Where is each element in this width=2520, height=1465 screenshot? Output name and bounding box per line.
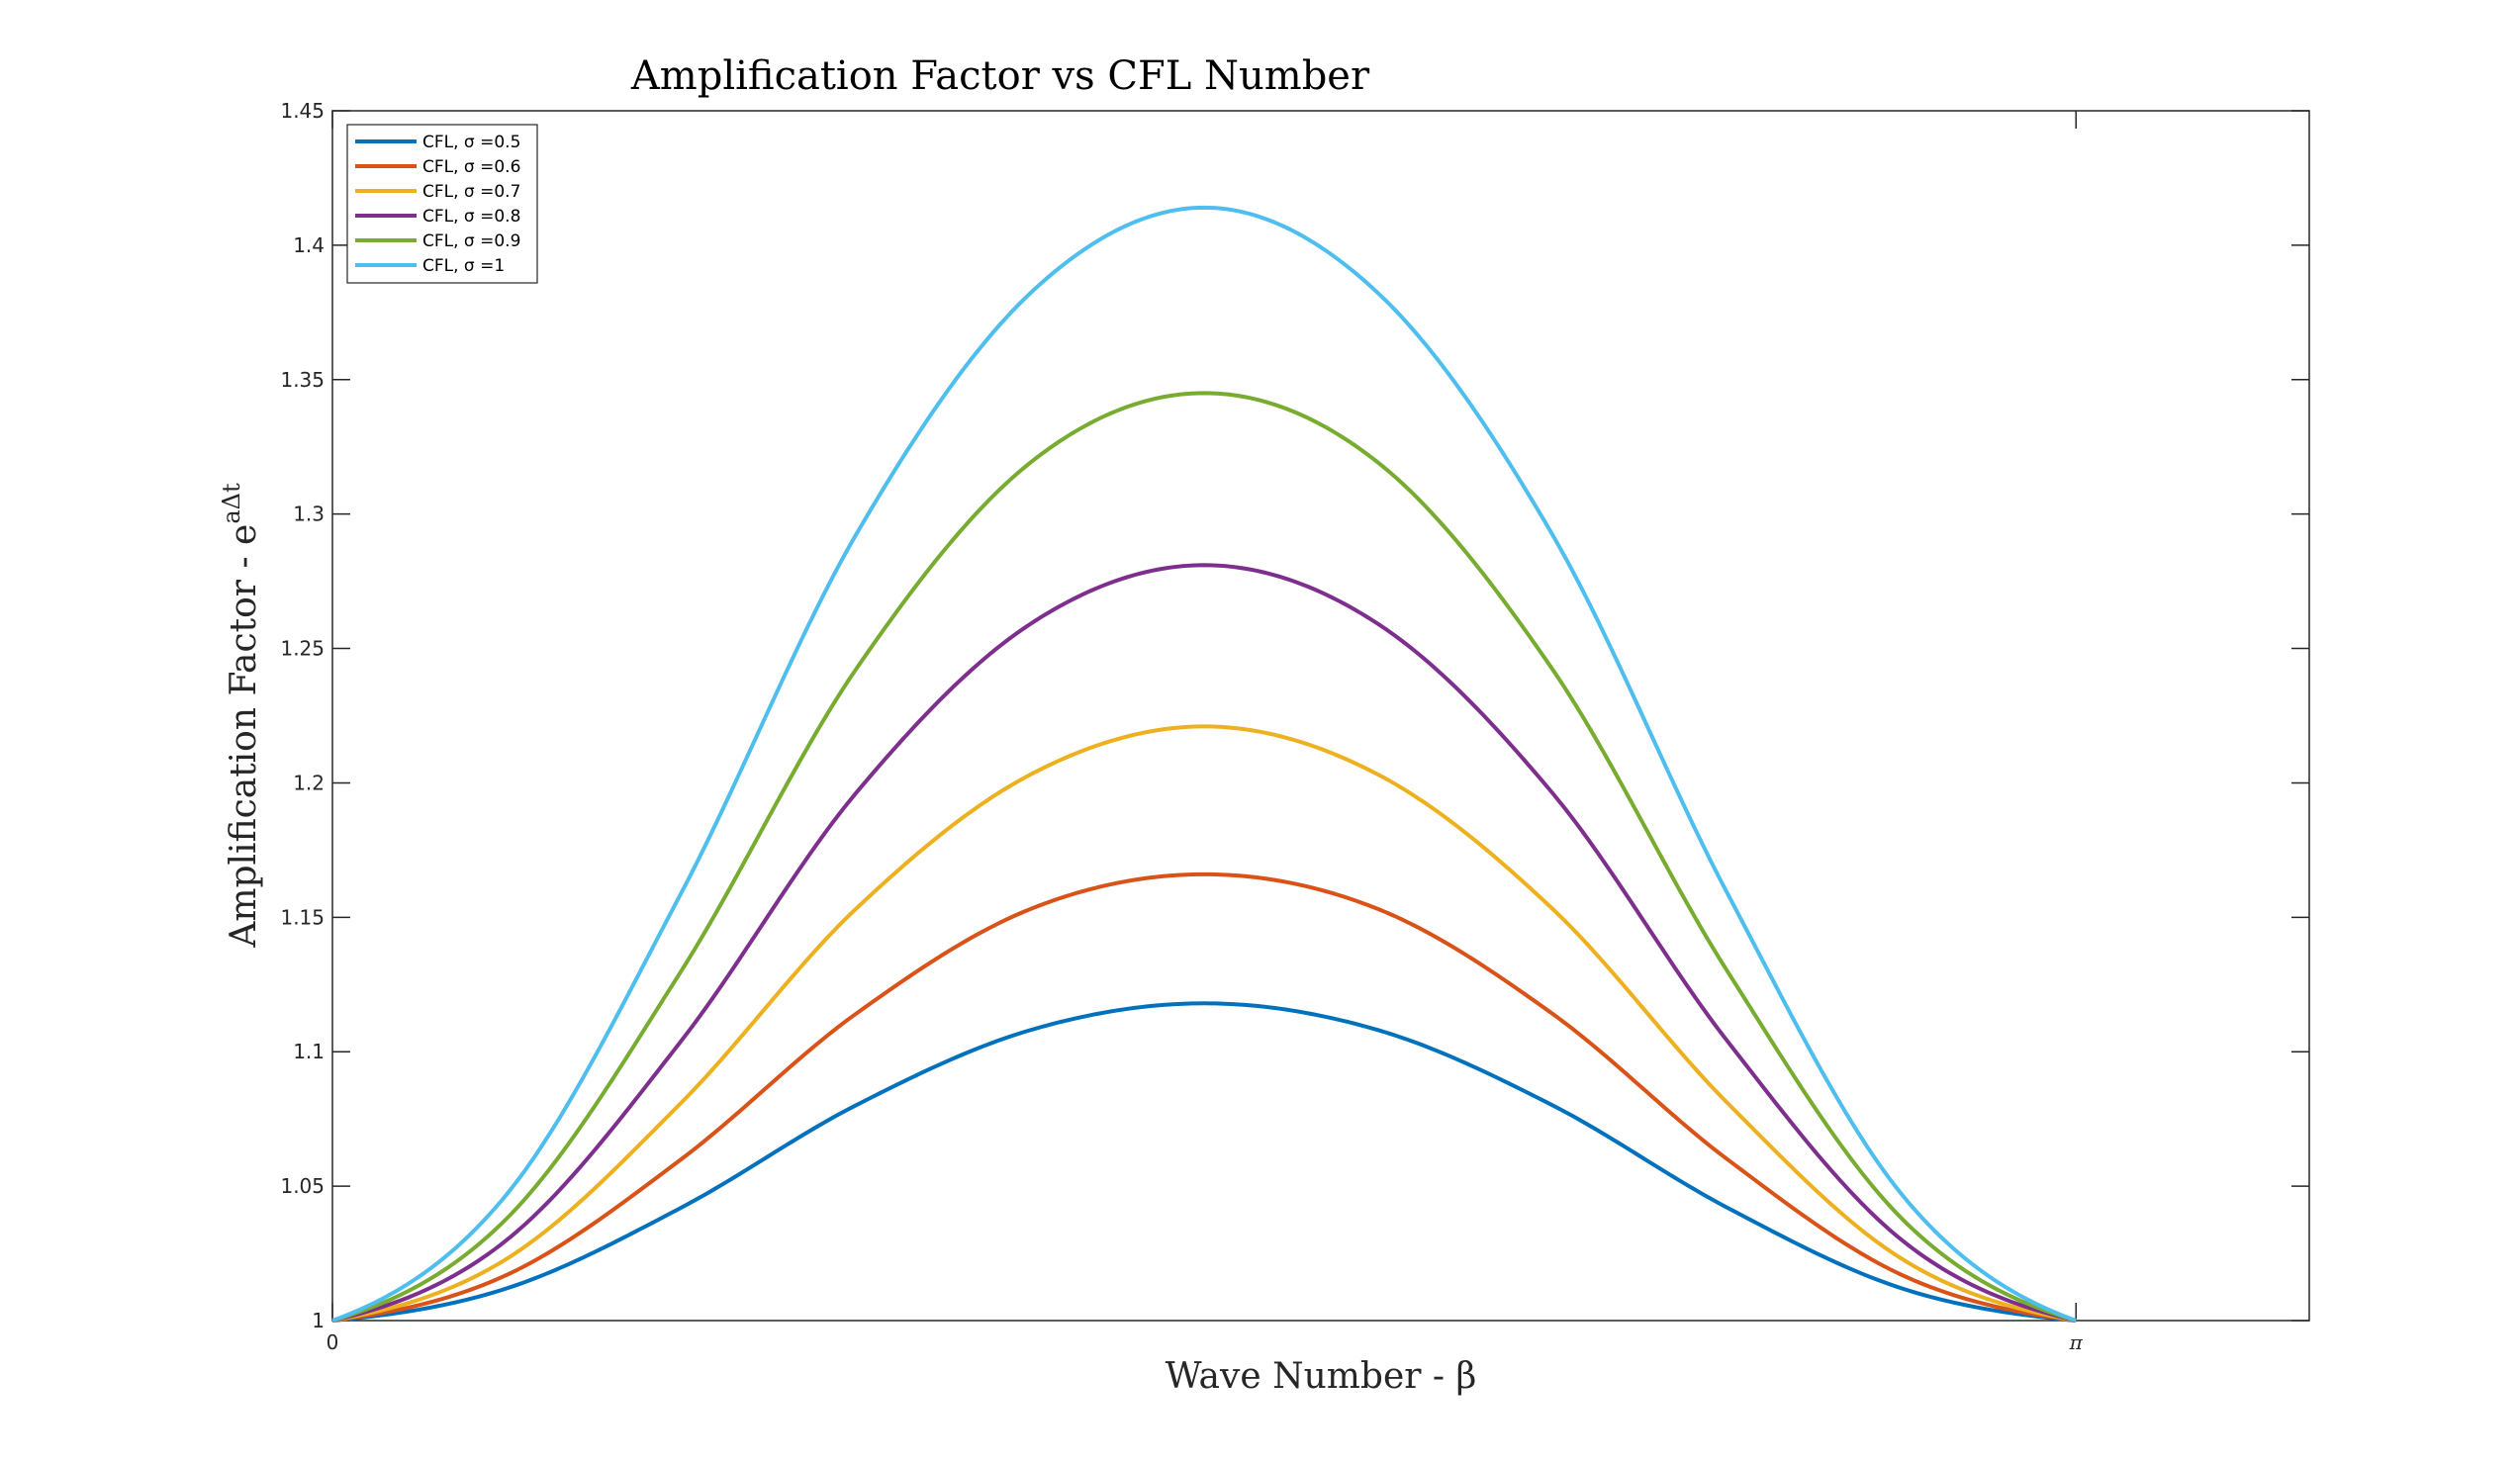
y-tick-label: 1.25 <box>280 637 325 661</box>
y-axis-label-superscript: aΔt <box>218 483 245 524</box>
y-tick-label: 1.35 <box>280 368 325 392</box>
y-tick-label: 1.05 <box>280 1174 325 1198</box>
x-tick-label: π <box>2069 1330 2084 1354</box>
y-axis-label-base: Amplification Factor - e <box>224 524 264 949</box>
y-axis-label: Amplification Factor - eaΔt <box>218 483 264 949</box>
y-tick-label: 1.4 <box>293 233 325 257</box>
y-tick-label: 1 <box>312 1309 325 1332</box>
axis-ticks: 1 1.05 1.1 1.15 1.2 1.25 1.3 1.35 1.4 1.45 0 π <box>280 99 2309 1354</box>
y-tick-label: 1.2 <box>293 771 325 794</box>
series-line-3 <box>331 563 2077 1323</box>
legend-box <box>346 124 538 284</box>
series-lines <box>331 205 2077 1323</box>
series-line-1 <box>331 871 2077 1323</box>
y-tick-label: 1.3 <box>293 503 325 526</box>
plot-area <box>331 110 2310 1322</box>
legend-label: CFL, σ =0.8 <box>422 207 520 227</box>
series-line-5 <box>331 205 2077 1323</box>
legend[interactable]: CFL, σ =0.5 CFL, σ =0.6 CFL, σ =0.7 CFL, σ … <box>346 124 538 284</box>
legend-label: CFL, σ =0.7 <box>422 182 520 202</box>
y-tick-label: 1.15 <box>280 905 325 929</box>
chart-title: Amplification Factor vs CFL Number <box>630 53 1370 99</box>
series-line-4 <box>331 391 2077 1323</box>
legend-label: CFL, σ =0.5 <box>422 133 520 152</box>
series-line-0 <box>331 1001 2077 1323</box>
x-axis-label: Wave Number - β <box>1166 1356 1477 1397</box>
y-tick-label: 1.45 <box>280 99 325 123</box>
x-tick-label: 0 <box>327 1330 339 1354</box>
legend-label: CFL, σ =0.6 <box>422 157 520 177</box>
legend-label: CFL, σ =1 <box>422 256 505 276</box>
legend-label: CFL, σ =0.9 <box>422 231 520 251</box>
y-tick-label: 1.1 <box>293 1040 325 1063</box>
series-line-2 <box>331 724 2077 1323</box>
